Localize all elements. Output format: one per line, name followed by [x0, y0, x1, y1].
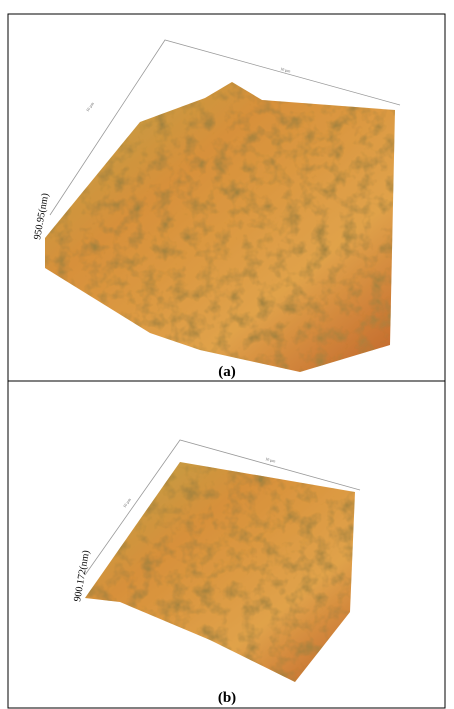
- figure: 10 µm 10 µm 950.95(nm) (a) 10 µm 10 µm 9…: [0, 0, 454, 709]
- y-axis-label: 10 µm: [85, 100, 96, 112]
- panel-label: (a): [218, 364, 236, 380]
- y-axis-label: 10 µm: [122, 496, 133, 508]
- panel-a: 10 µm 10 µm 950.95(nm) (a): [32, 40, 400, 380]
- panel-label: (b): [218, 690, 236, 706]
- afm-surface: [85, 462, 355, 682]
- panel-b: 10 µm 10 µm 900.172(nm) (b): [72, 440, 360, 706]
- afm-surface: [45, 82, 395, 372]
- x-axis-label: 10 µm: [265, 456, 277, 464]
- z-axis-label: 950.95(nm): [32, 192, 51, 240]
